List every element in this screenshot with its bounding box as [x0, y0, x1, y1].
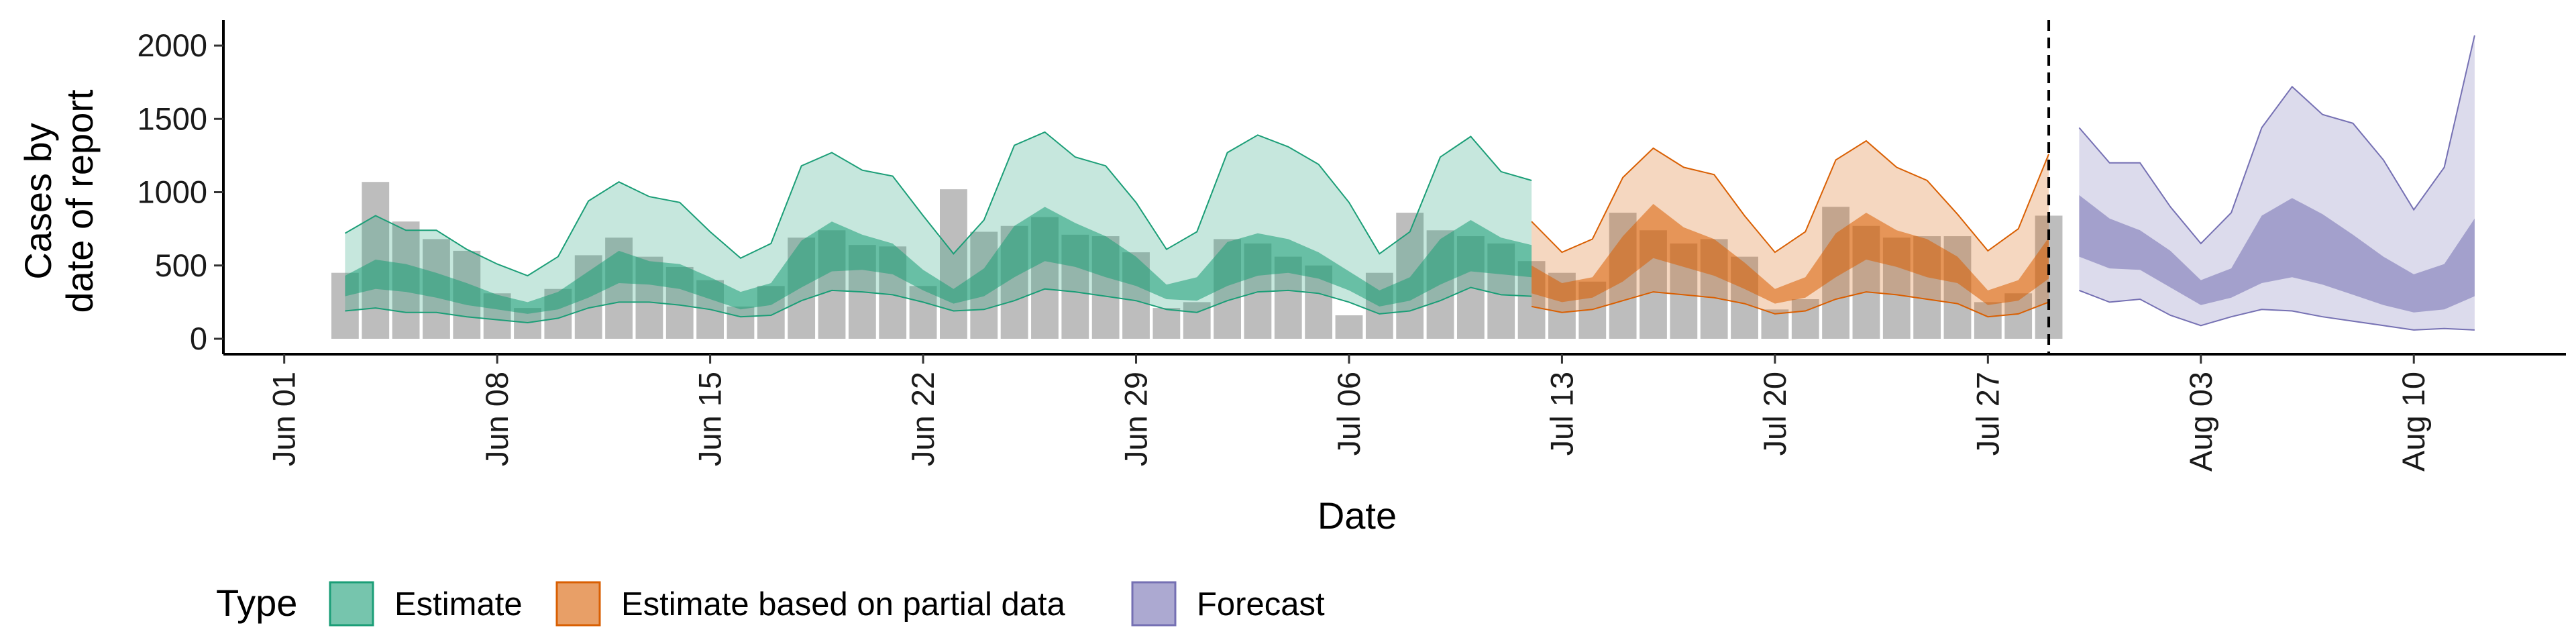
estimate-upper-line [344, 131, 1532, 277]
estimate-50-ribbon [345, 207, 1532, 314]
reported-cases-bar [727, 306, 755, 339]
legend-label-forecast: Forecast [1197, 586, 1325, 623]
y-tick-label: 500 [155, 248, 207, 283]
x-tick-label: Jun 29 [1118, 372, 1154, 466]
reported-cases-bar [1974, 302, 2002, 339]
x-tick-label: Jul 06 [1331, 372, 1366, 455]
estimate-based-on-partial-data-upper-line [1531, 140, 2049, 254]
y-tick-label: 1000 [137, 174, 207, 210]
reported-cases-bar [1152, 308, 1181, 339]
x-axis-title: Date [1318, 494, 1397, 537]
x-tick-label: Aug 03 [2183, 372, 2218, 472]
reported-cases-bar [909, 286, 937, 339]
axes: 0 500 1000 1500 2000 Jun 01 Jun 08 Jun 15 Jun 22… [137, 20, 2566, 472]
legend-key-partial [555, 581, 601, 627]
estimate-lower-line [345, 286, 1532, 324]
estimate-bands [344, 35, 2475, 331]
forecast-lower-line [2079, 289, 2475, 331]
legend-key-forecast [1131, 581, 1177, 627]
reported-cases-bar [1791, 299, 1819, 339]
legend-label-partial: Estimate based on partial data [621, 586, 1066, 623]
legend-title: Type [216, 582, 297, 624]
forecast-50-ribbon [2079, 195, 2475, 313]
legend-label-estimate: Estimate [394, 586, 523, 623]
x-tick-label: Jun 15 [692, 372, 728, 466]
y-axis-title-line-2: date of report [58, 89, 101, 313]
x-tick-label: Jul 27 [1970, 372, 2005, 455]
y-tick-label: 1500 [137, 101, 207, 136]
x-tick-label: Aug 10 [2396, 372, 2431, 472]
y-axis-title: Cases by date of report [17, 89, 101, 313]
legend: Type Estimate Estimate based on partial … [216, 581, 1325, 627]
legend-key-estimate [329, 581, 374, 627]
y-tick-label: 2000 [137, 28, 207, 63]
forecast-upper-line [2078, 35, 2475, 245]
reported-cases-bar [1335, 315, 1363, 339]
estimate-based-on-partial-data-lower-line [1531, 291, 2049, 318]
reported-cases-bar [940, 189, 967, 339]
x-tick-label: Jun 08 [479, 372, 515, 466]
x-tick-label: Jun 01 [266, 372, 302, 466]
y-tick-label: 0 [190, 321, 207, 356]
x-tick-label: Jul 13 [1544, 372, 1579, 455]
x-tick-label: Jun 22 [905, 372, 941, 466]
y-axis-title-line-1: Cases by [17, 123, 59, 279]
x-tick-label: Jul 20 [1757, 372, 1792, 455]
estimate-based-on-partial-data-50-ribbon [1532, 204, 2049, 305]
